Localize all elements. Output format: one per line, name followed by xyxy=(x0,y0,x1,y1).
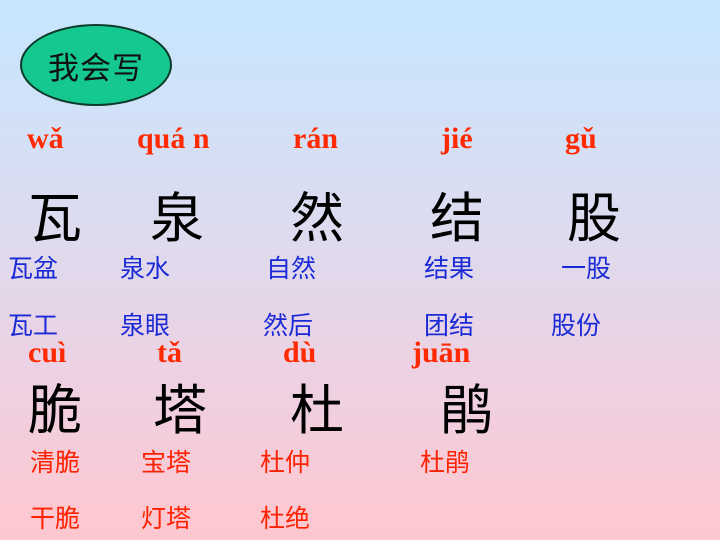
pinyin-cui: cuì xyxy=(28,336,67,369)
pinyin-wa: wǎ xyxy=(27,122,64,155)
word-dujuan: 杜鹃 xyxy=(420,448,471,477)
char-ta: 塔 xyxy=(153,379,207,442)
char-du: 杜 xyxy=(290,379,344,442)
word-qingcui: 清脆 xyxy=(30,448,81,477)
word-ziran: 自然 xyxy=(266,254,317,283)
char-cui: 脆 xyxy=(28,379,82,442)
title-badge-label: 我会写 xyxy=(48,50,144,87)
pinyin-quan: quá n xyxy=(137,122,210,155)
pinyin-ran: rán xyxy=(293,122,338,155)
word-dengta: 灯塔 xyxy=(141,504,192,533)
pinyin-du: dù xyxy=(283,336,317,369)
char-wa: 瓦 xyxy=(28,187,82,250)
pinyin-jie: jié xyxy=(441,122,473,155)
word-duzhong: 杜仲 xyxy=(260,448,311,477)
word-ranhou: 然后 xyxy=(263,311,314,340)
word-baota: 宝塔 xyxy=(141,448,192,477)
word-dujue: 杜绝 xyxy=(260,504,311,533)
char-jie: 结 xyxy=(430,187,484,250)
pinyin-juan: juān xyxy=(412,336,471,369)
word-jieguo: 结果 xyxy=(424,254,475,283)
word-gancui: 干脆 xyxy=(30,504,81,533)
char-gu: 股 xyxy=(567,187,621,250)
pinyin-ta: tǎ xyxy=(157,336,182,369)
char-ran: 然 xyxy=(290,187,344,250)
title-badge: 我会写 xyxy=(20,24,172,106)
word-tuanjie: 团结 xyxy=(424,311,475,340)
word-quanshui: 泉水 xyxy=(120,254,171,283)
pinyin-gu: gǔ xyxy=(565,122,597,155)
word-wapen: 瓦盆 xyxy=(8,254,59,283)
word-yigu: 一股 xyxy=(561,254,612,283)
word-wagong: 瓦工 xyxy=(8,311,59,340)
word-gufen: 股份 xyxy=(551,311,602,340)
char-juan: 鹃 xyxy=(440,379,494,442)
char-quan: 泉 xyxy=(150,187,204,250)
word-quanyan: 泉眼 xyxy=(120,311,171,340)
